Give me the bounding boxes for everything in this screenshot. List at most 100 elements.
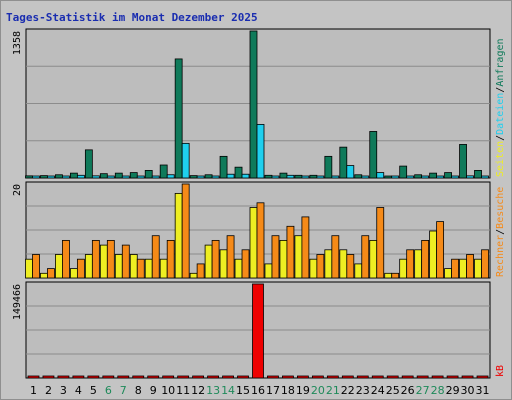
legend-pages-label: Seiten (495, 141, 506, 177)
bar-visits (331, 235, 340, 279)
bar-visits (316, 254, 325, 279)
x-tick-label: 22 (341, 384, 355, 397)
bar-files (76, 174, 85, 179)
legend-kbytes-label: kB (495, 365, 506, 377)
bar-files (181, 142, 190, 179)
y-max-label-kbytes: 149466 (12, 284, 23, 320)
bar-visits (136, 258, 145, 279)
chart-title: Tages-Statistik im Monat Dezember 2025 (6, 11, 258, 24)
bar-visits (466, 254, 474, 279)
x-tick-label: 15 (236, 384, 250, 397)
bar-kbytes (192, 375, 205, 379)
x-tick-label: 5 (90, 384, 97, 397)
bar-visits (406, 249, 415, 279)
bar-visits (106, 239, 115, 279)
bar-files (316, 175, 325, 179)
y-max-label-requests: 1358 (12, 31, 23, 55)
bar-hits (55, 174, 63, 179)
bar-files (136, 175, 145, 179)
bar-visits (151, 235, 160, 279)
bar-files (166, 174, 175, 179)
x-tick-label: 2 (45, 384, 52, 397)
bar-pages (459, 258, 467, 279)
x-tick-label: 30 (461, 384, 475, 397)
bar-files (91, 175, 100, 179)
bar-kbytes (237, 375, 249, 379)
bar-files (211, 175, 220, 179)
bar-files (481, 175, 489, 179)
bar-visits (91, 239, 100, 279)
bar-hits (444, 172, 452, 179)
bar-pages (384, 272, 393, 279)
bar-pages (324, 249, 333, 279)
bar-pages (40, 272, 48, 279)
legend-sites-label: Rechner (495, 235, 506, 277)
bar-pages (129, 254, 138, 279)
x-tick-label: 4 (75, 384, 82, 397)
y-max-labels: 1358 20 149466 (12, 31, 23, 320)
bar-hits (234, 166, 243, 179)
x-tick-label: 17 (266, 384, 280, 397)
bar-hits (40, 175, 48, 179)
x-tick-label: 27 (416, 384, 430, 397)
bar-files (286, 174, 295, 179)
x-tick-label: 10 (161, 384, 175, 397)
bar-kbytes (401, 375, 414, 379)
bar-hits (174, 58, 183, 179)
bar-kbytes (341, 375, 354, 379)
bar-visits (211, 239, 220, 279)
bar-hits (384, 175, 393, 179)
legend-files-label: Dateien (495, 93, 506, 135)
bar-visits (241, 249, 250, 279)
bar-hits (84, 149, 93, 179)
y-max-label-visits: 20 (12, 184, 23, 196)
x-tick-label: 31 (476, 384, 490, 397)
bar-visits (196, 263, 205, 279)
bar-files (361, 175, 370, 179)
bar-hits (294, 174, 303, 179)
bar-kbytes (476, 375, 489, 379)
bar-visits (32, 254, 40, 279)
legend-visits-label: Besuche (495, 187, 506, 229)
bar-kbytes (297, 375, 309, 379)
x-tick-label: 12 (191, 384, 205, 397)
bar-hits (414, 174, 423, 179)
bar-files (331, 175, 340, 179)
bar-hits (144, 170, 153, 179)
bar-kbytes (222, 375, 234, 379)
bar-hits (25, 175, 33, 179)
bar-visits (301, 216, 310, 279)
x-tick-label: 28 (431, 384, 445, 397)
bar-hits (459, 144, 467, 179)
bar-visits (47, 268, 55, 279)
bar-visits (181, 183, 190, 279)
bar-kbytes (282, 375, 294, 379)
x-tick-labels: 1 2 3 4 5 6 7 8 9 10 11 12 13 14 15 16 17 18 19 20 21 22 23 24 2… (30, 384, 490, 397)
bar-kbytes (162, 375, 175, 379)
bar-files (47, 175, 55, 179)
x-tick-label: 18 (281, 384, 295, 397)
bar-kbytes (87, 375, 100, 379)
bar-visits (286, 225, 295, 279)
bar-pages (114, 254, 123, 279)
legend-requests: Seiten/Dateien/Anfragen (495, 38, 506, 177)
bar-pages (159, 258, 168, 279)
bar-pages (144, 258, 153, 279)
bar-files (121, 175, 130, 179)
legend-separator: / (495, 135, 506, 141)
bar-files (376, 172, 385, 179)
x-tick-label: 20 (311, 384, 325, 397)
bar-visits (256, 202, 265, 279)
bar-hits (219, 155, 228, 179)
bar-visits (436, 221, 445, 279)
legend-kbytes: kB (495, 365, 506, 377)
bar-pages (69, 268, 78, 279)
x-tick-label: 16 (251, 384, 265, 397)
bar-kbytes (386, 375, 399, 379)
bar-kbytes (461, 375, 474, 379)
bar-visits (361, 235, 370, 279)
bar-hits (99, 173, 108, 179)
bar-kbytes (267, 375, 279, 379)
bar-pages (294, 235, 303, 279)
bar-files (32, 175, 40, 179)
